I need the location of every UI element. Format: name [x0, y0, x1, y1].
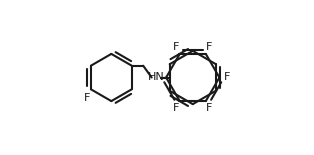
Text: F: F — [224, 73, 230, 82]
Text: F: F — [173, 103, 180, 113]
Text: F: F — [84, 93, 90, 103]
Text: HN: HN — [148, 73, 165, 82]
Text: F: F — [173, 42, 180, 52]
Text: F: F — [206, 42, 212, 52]
Text: F: F — [206, 103, 212, 113]
